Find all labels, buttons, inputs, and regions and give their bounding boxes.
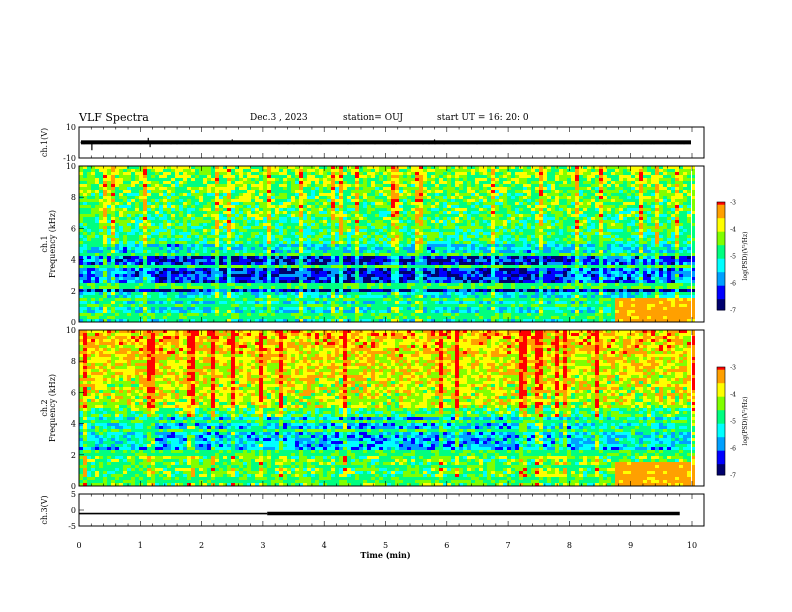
x-tick-label: 3 (260, 541, 265, 550)
y-tick-label: 0 (71, 318, 76, 327)
x-tick-label: 5 (383, 541, 388, 550)
colorbar-tick-label: -3 (730, 365, 736, 372)
x-axis-title: Time (min) (360, 550, 410, 560)
x-tick-label: 0 (76, 541, 81, 550)
colorbar-tick-label: -3 (730, 200, 736, 207)
y-tick-label: 2 (71, 451, 76, 460)
y-tick-label: 8 (71, 193, 76, 202)
y-tick-label: 5 (71, 490, 76, 499)
y-axis-label: ch.1 (40, 235, 49, 252)
y-tick-label: 10 (66, 123, 76, 132)
x-tick-label: 4 (322, 541, 327, 550)
y-tick-label: 8 (71, 357, 76, 366)
x-tick-label: 10 (687, 541, 697, 550)
y-axis-label: Frequency (kHz) (48, 210, 57, 278)
colorbar-tick-label: -6 (730, 281, 736, 288)
x-tick-label: 7 (506, 541, 511, 550)
panel-frame (78, 493, 705, 527)
y-tick-label: 4 (71, 256, 76, 265)
ch1-waveform-band (81, 140, 691, 145)
colorbar-tick-label: -5 (730, 254, 736, 261)
spectrogram-ch1 (79, 166, 695, 322)
start-time-label: start UT = 16: 20: 0 (437, 113, 529, 123)
y-axis-label: ch.2 (40, 399, 49, 416)
colorbar-spectrogram-ch1 (716, 201, 726, 311)
y-axis-label: Frequency (kHz) (48, 374, 57, 442)
station-label: station= OUJ (343, 113, 404, 123)
x-tick-label: 6 (444, 541, 449, 550)
y-tick-label: 10 (66, 162, 76, 171)
date-label: Dec.3 , 2023 (250, 113, 308, 123)
colorbar-tick-label: -6 (730, 446, 736, 453)
y-axis-label: ch.1(V) (40, 128, 49, 157)
colorbar-tick-label: -5 (730, 419, 736, 426)
y-tick-label: 6 (71, 388, 76, 397)
y-tick-label: 6 (71, 224, 76, 233)
colorbar-tick-label: -4 (730, 392, 736, 399)
panel-frame (78, 126, 705, 159)
panel-frame (78, 165, 705, 323)
panel-frame (78, 329, 705, 487)
colorbar-spectrogram-ch2 (716, 366, 726, 476)
y-tick-label: 2 (71, 287, 76, 296)
y-tick-label: 10 (66, 326, 76, 335)
colorbar-label: log(PSD)(V²/Hz) (742, 397, 749, 446)
x-tick-label: 1 (138, 541, 143, 550)
colorbar-tick-label: -7 (730, 473, 736, 480)
x-tick-label: 2 (199, 541, 204, 550)
y-tick-label: 0 (71, 506, 76, 515)
x-tick-label: 8 (567, 541, 572, 550)
figure-title: VLF Spectra (79, 111, 149, 124)
x-tick-label: 9 (628, 541, 633, 550)
y-tick-label: -10 (63, 154, 76, 163)
colorbar-tick-label: -4 (730, 227, 736, 234)
y-tick-label: -5 (68, 522, 76, 531)
colorbar-tick-label: -7 (730, 308, 736, 315)
y-tick-label: 4 (71, 420, 76, 429)
y-tick-label: 0 (71, 482, 76, 491)
colorbar-label: log(PSD)(V²/Hz) (742, 232, 749, 281)
y-axis-label: ch.3(V) (40, 495, 49, 524)
spectrogram-ch2 (79, 330, 695, 486)
